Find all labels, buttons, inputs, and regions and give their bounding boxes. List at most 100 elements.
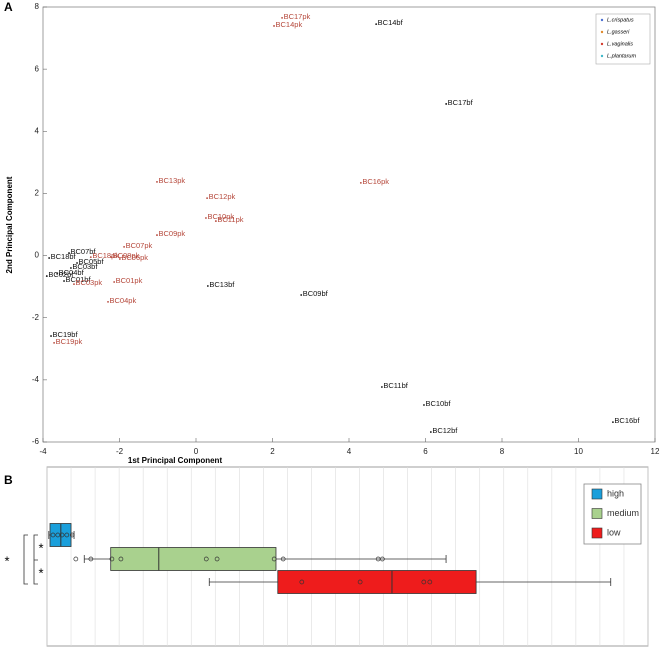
y-tick-label: 0	[35, 251, 40, 260]
point	[70, 267, 72, 269]
point-label: BC12bf	[432, 426, 458, 435]
point	[63, 280, 65, 282]
point	[56, 273, 59, 275]
significance-bracket	[23, 534, 38, 585]
point	[45, 275, 48, 277]
point	[300, 294, 303, 296]
y-tick-label: 6	[35, 64, 40, 73]
legend-marker	[600, 30, 604, 34]
x-tick-label: 0	[194, 447, 199, 456]
point	[68, 252, 70, 254]
point-label: BC12pk	[209, 192, 236, 201]
point	[156, 234, 158, 236]
y-tick-label: -4	[32, 375, 40, 384]
legend-marker	[600, 54, 604, 58]
point	[110, 256, 112, 259]
point	[64, 532, 70, 538]
point	[271, 556, 277, 562]
box	[277, 570, 477, 594]
legend-label: medium	[607, 508, 639, 518]
point	[118, 556, 124, 562]
point	[50, 335, 52, 337]
y-axis-label: 2nd Principal Component	[5, 176, 14, 273]
point	[380, 556, 385, 562]
legend-label: L.crispatus	[607, 17, 634, 23]
point	[206, 285, 209, 287]
point-label: BC06pk	[121, 253, 148, 262]
point	[156, 181, 158, 183]
legend-swatch	[591, 508, 603, 519]
legend-label: L.gasseri	[607, 29, 630, 35]
panel-label: B	[4, 473, 13, 487]
x-tick-label: 2	[270, 447, 275, 456]
point	[299, 579, 305, 585]
point-label: BC10pk	[207, 212, 234, 221]
point	[429, 431, 432, 433]
point	[612, 421, 614, 424]
point	[109, 556, 115, 562]
point-label: BC14bf	[378, 18, 404, 27]
point-label: BC17pk	[284, 12, 311, 21]
point	[423, 404, 425, 406]
legend-label: low	[607, 527, 621, 537]
point-label: BC16bf	[614, 416, 640, 425]
point-label: BC01bf	[66, 275, 92, 284]
x-tick-label: 6	[423, 447, 428, 456]
point-label: BC11bf	[383, 381, 408, 390]
point	[73, 556, 79, 562]
point	[427, 579, 433, 585]
panel-label: A	[4, 0, 13, 14]
point-label: BC11pk	[217, 215, 243, 224]
point-label: BC09pk	[158, 229, 185, 238]
plot-frame	[42, 6, 656, 443]
legend-box	[595, 13, 651, 65]
point	[118, 258, 121, 260]
point-label: BC09bf	[303, 289, 329, 298]
point	[203, 556, 209, 562]
y-tick-label: 4	[35, 126, 40, 135]
point-label: BC18bf	[51, 252, 77, 261]
point	[89, 256, 92, 259]
point	[214, 556, 220, 562]
point	[107, 300, 109, 303]
point-label: BC13bf	[209, 280, 235, 289]
point	[421, 579, 427, 585]
point-label: BC03bf	[72, 262, 98, 271]
significance-star: *	[38, 540, 43, 555]
point	[69, 532, 75, 538]
point-label: BC02bf	[48, 270, 74, 279]
point-label: BC03pk	[75, 278, 102, 287]
x-tick-label: 10	[574, 447, 583, 456]
point	[88, 556, 94, 562]
point	[76, 262, 78, 264]
significance-star: *	[38, 565, 43, 580]
x-tick-label: -4	[39, 447, 47, 456]
point-label: BC01pk	[116, 276, 143, 285]
point	[113, 281, 116, 283]
y-tick-label: -2	[32, 313, 40, 322]
legend-label: high	[607, 488, 624, 498]
point-label: BC18pk	[92, 251, 119, 260]
box	[110, 547, 277, 571]
point	[380, 386, 383, 388]
legend-swatch	[591, 527, 603, 539]
point-label: BC14pk	[276, 20, 303, 29]
point	[273, 25, 275, 27]
point-label: BC19pk	[56, 337, 83, 346]
point-label: BC08pk	[113, 251, 140, 260]
legend-label: L.vaginalis	[607, 41, 633, 47]
point	[50, 532, 56, 538]
point-label: BC04pk	[110, 296, 137, 305]
point	[53, 341, 55, 344]
x-tick-label: 8	[500, 447, 505, 456]
y-tick-label: 2	[35, 189, 40, 198]
y-tick-label: 8	[35, 2, 40, 11]
legend-label: L.plantarum	[607, 53, 636, 59]
point	[445, 103, 448, 105]
point-label: BC19bf	[53, 330, 79, 339]
point	[48, 257, 51, 259]
point-label: BC07pk	[126, 241, 153, 250]
point	[59, 532, 65, 538]
legend-swatch	[591, 488, 603, 500]
x-tick-label: 4	[347, 447, 352, 456]
